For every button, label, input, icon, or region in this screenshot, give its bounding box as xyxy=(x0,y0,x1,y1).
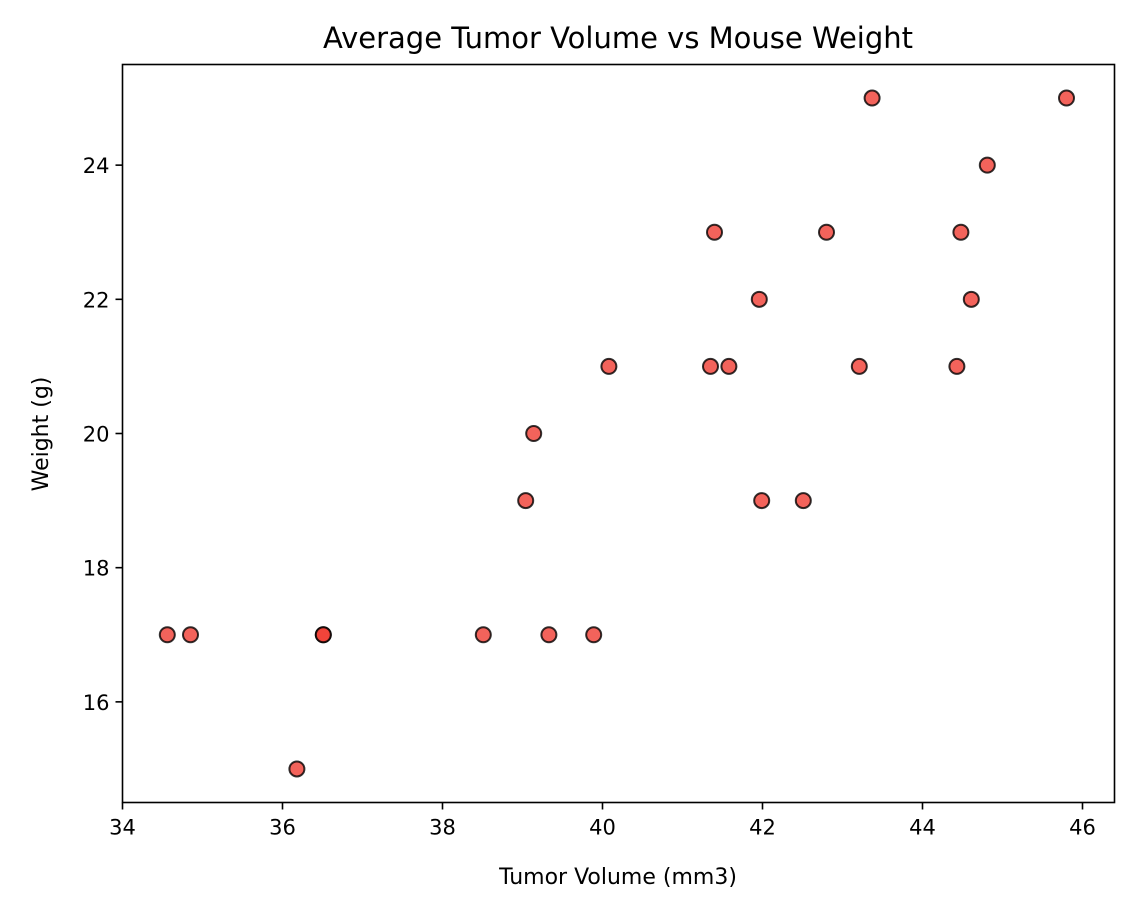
x-tick-label: 34 xyxy=(109,816,136,840)
data-point xyxy=(750,290,768,308)
y-tick-label: 22 xyxy=(83,288,110,312)
data-point xyxy=(182,626,199,644)
data-point xyxy=(948,357,966,375)
y-axis-label: Weight (g) xyxy=(29,377,54,492)
data-point xyxy=(540,626,558,644)
data-point xyxy=(288,760,306,778)
axis-ticks: 34 36 38 40 42 44 46 16 18 20 22 24 xyxy=(83,154,1096,839)
data-point xyxy=(952,223,970,241)
x-tick-label: 42 xyxy=(749,816,776,840)
data-point xyxy=(720,357,738,375)
x-axis-label: Tumor Volume (mm3) xyxy=(498,865,737,890)
data-point xyxy=(158,626,176,644)
data-point xyxy=(753,492,771,510)
y-tick-label: 24 xyxy=(83,154,110,178)
y-tick-label: 20 xyxy=(83,423,110,447)
data-point xyxy=(600,357,618,375)
data-point xyxy=(525,425,543,442)
y-tick-label: 16 xyxy=(83,691,110,715)
data-point xyxy=(702,357,719,375)
data-point xyxy=(474,626,492,644)
x-tick-label: 40 xyxy=(589,816,616,840)
data-point xyxy=(585,626,603,644)
plot-frame xyxy=(121,63,1116,804)
data-point xyxy=(706,223,723,241)
data-point xyxy=(818,223,835,241)
data-point xyxy=(517,492,535,510)
x-tick-label: 38 xyxy=(429,816,456,840)
chart-title: Average Tumor Volume vs Mouse Weight xyxy=(323,21,913,55)
data-point xyxy=(850,357,868,375)
x-tick-label: 44 xyxy=(909,816,936,840)
x-tick-label: 36 xyxy=(269,816,296,840)
data-point xyxy=(863,89,881,107)
x-tick-label: 46 xyxy=(1069,816,1096,840)
data-point xyxy=(1058,89,1075,107)
data-point xyxy=(978,156,996,174)
data-point xyxy=(314,626,332,644)
data-points xyxy=(158,89,1075,778)
y-tick-label: 18 xyxy=(83,557,110,581)
data-point xyxy=(794,492,812,510)
data-point xyxy=(962,290,980,308)
